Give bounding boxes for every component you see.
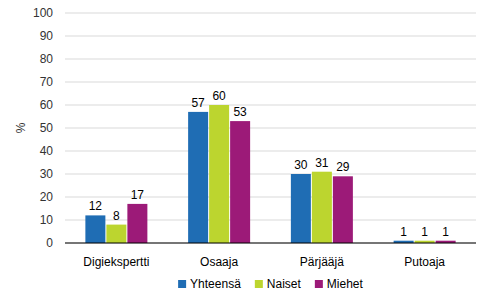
data-label: 1 xyxy=(442,225,449,239)
y-tick-label: 70 xyxy=(40,75,54,89)
grid-line xyxy=(65,128,476,129)
bar xyxy=(127,204,147,243)
bar xyxy=(312,172,332,243)
x-tick-label: Pärjääjä xyxy=(300,255,344,269)
y-tick-label: 10 xyxy=(40,213,54,227)
legend-swatch xyxy=(255,280,263,288)
data-label: 31 xyxy=(315,156,329,170)
legend: Yhteensä Naiset Miehet xyxy=(178,277,363,291)
data-label: 12 xyxy=(89,199,103,213)
grid-line xyxy=(65,13,476,14)
data-label: 1 xyxy=(421,225,428,239)
bar xyxy=(106,225,126,243)
bars xyxy=(85,105,455,243)
grid-line xyxy=(65,197,476,198)
legend-label: Naiset xyxy=(267,277,302,291)
grid-line xyxy=(65,105,476,106)
grid-line xyxy=(65,82,476,83)
bar xyxy=(209,105,229,243)
y-tick-label: 100 xyxy=(33,6,53,20)
bar xyxy=(230,121,250,243)
bar xyxy=(333,176,353,243)
bar xyxy=(85,215,105,243)
y-axis-label: % xyxy=(14,122,28,133)
y-tick-label: 60 xyxy=(40,98,54,112)
x-tick-label: Digiekspertti xyxy=(83,255,149,269)
y-tick-label: 80 xyxy=(40,52,54,66)
grid-line xyxy=(65,59,476,60)
grid-line xyxy=(65,151,476,152)
bar xyxy=(188,112,208,243)
bar xyxy=(291,174,311,243)
y-tick-label: 30 xyxy=(40,167,54,181)
grid-line xyxy=(65,174,476,175)
x-tick-label: Osaaja xyxy=(200,255,238,269)
grid-line xyxy=(65,243,476,244)
data-label: 57 xyxy=(191,96,205,110)
grid-line xyxy=(65,36,476,37)
grid-line xyxy=(65,220,476,221)
data-label: 1 xyxy=(400,225,407,239)
y-tick-label: 0 xyxy=(46,236,53,250)
data-label: 8 xyxy=(113,209,120,223)
x-tick-label: Putoaja xyxy=(404,255,445,269)
legend-label: Miehet xyxy=(327,277,364,291)
data-label: 53 xyxy=(233,105,247,119)
data-label: 29 xyxy=(336,160,350,174)
y-tick-label: 90 xyxy=(40,29,54,43)
legend-swatch xyxy=(178,280,186,288)
data-label: 17 xyxy=(131,188,145,202)
legend-swatch xyxy=(315,280,323,288)
y-tick-label: 20 xyxy=(40,190,54,204)
y-tick-label: 50 xyxy=(40,121,54,135)
x-axis-line xyxy=(65,243,476,244)
data-label: 60 xyxy=(212,89,226,103)
y-tick-label: 40 xyxy=(40,144,54,158)
data-label: 30 xyxy=(294,158,308,172)
legend-label: Yhteensä xyxy=(190,277,241,291)
chart: 0102030405060708090100%Digiekspertti1281… xyxy=(0,0,492,303)
